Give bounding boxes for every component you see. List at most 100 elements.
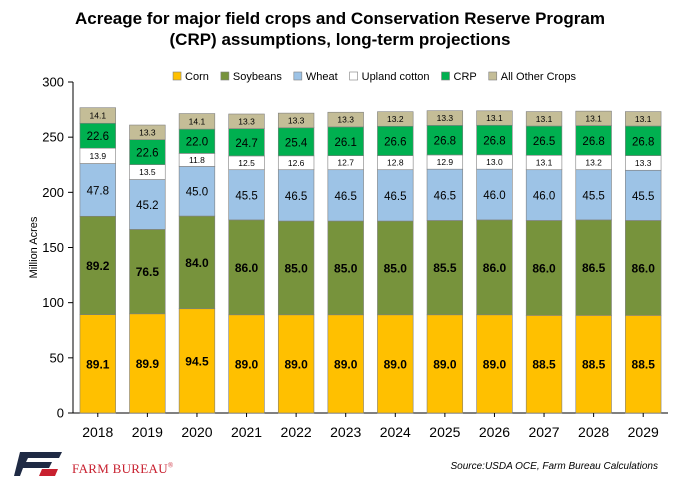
y-tick-label: 200: [42, 185, 64, 200]
bar-segment-5: [228, 113, 265, 129]
data-label: 89.0: [483, 357, 507, 371]
bar-segment-2: [575, 169, 612, 221]
data-label: 12.8: [387, 158, 404, 168]
data-label: 26.5: [533, 136, 555, 148]
data-label: 94.5: [185, 354, 209, 368]
bar-segment-4: [327, 126, 364, 157]
x-tick-label: 2023: [330, 424, 361, 440]
legend-swatch: [172, 71, 182, 81]
data-label: 89.2: [86, 259, 110, 273]
data-label: 22.6: [87, 131, 109, 143]
source-note: Source:USDA OCE, Farm Bureau Calculation…: [450, 461, 659, 472]
legend-swatch: [441, 71, 450, 81]
data-label: 26.8: [434, 136, 456, 148]
data-label: 13.1: [585, 113, 602, 123]
y-tick-label: 50: [50, 350, 64, 365]
data-label: 13.2: [585, 157, 602, 167]
brand-registered-mark: ®: [167, 461, 174, 470]
bar-segment-5: [277, 112, 315, 129]
bar-segment-5: [525, 111, 563, 127]
bar-segment-1: [277, 220, 315, 316]
chart-title: Acreage for major field crops and Conser…: [0, 8, 680, 50]
y-tick-label: 250: [42, 130, 64, 145]
bar-segment-2: [129, 179, 166, 230]
data-label: 26.6: [384, 136, 406, 148]
bar-segment-4: [625, 125, 662, 156]
bar-segment-1: [476, 219, 513, 316]
data-label: 26.8: [632, 136, 654, 148]
data-label: 86.0: [532, 261, 556, 275]
bar-segment-1: [178, 215, 216, 310]
data-label: 89.1: [86, 357, 110, 371]
bar-segment-2: [476, 168, 513, 221]
bar-segment-0: [377, 314, 414, 414]
data-label: 26.8: [483, 136, 505, 148]
data-label: 46.5: [285, 191, 307, 203]
y-axis-title: Million Acres: [28, 216, 40, 278]
y-tick-label: 0: [57, 406, 64, 421]
data-label: 12.9: [437, 157, 454, 167]
legend-swatch: [220, 71, 230, 81]
data-label: 12.7: [337, 158, 354, 168]
data-label: 86.0: [483, 261, 507, 275]
data-label: 46.5: [335, 191, 357, 203]
bar-segment-4: [476, 124, 513, 156]
data-label: 76.5: [136, 265, 160, 279]
x-tick-label: 2027: [528, 424, 559, 440]
bar-segment-5: [377, 111, 414, 127]
bar-segment-2: [178, 166, 216, 217]
legend-label: Upland cotton: [362, 71, 430, 83]
data-label: 89.0: [284, 357, 308, 371]
bar-segment-4: [277, 127, 315, 157]
x-tick-label: 2021: [231, 424, 262, 440]
data-label: 13.9: [90, 151, 107, 161]
bar-segment-0: [277, 314, 315, 414]
legend-label: Soybeans: [233, 71, 282, 83]
bar-segment-5: [426, 110, 464, 126]
bar-segment-4: [377, 125, 414, 156]
bar-segment-5: [575, 110, 612, 126]
x-tick-label: 2018: [82, 424, 113, 440]
data-label: 14.1: [189, 116, 206, 126]
data-label: 13.5: [139, 167, 156, 177]
bar-segment-0: [625, 315, 662, 414]
legend-label: Wheat: [306, 71, 338, 83]
bar-segment-2: [277, 169, 315, 222]
y-tick-label: 300: [42, 75, 64, 90]
data-label: 45.5: [235, 190, 257, 202]
data-label: 25.4: [285, 137, 308, 149]
data-label: 88.5: [632, 358, 656, 372]
y-tick-label: 100: [42, 295, 64, 310]
data-label: 46.0: [533, 191, 555, 203]
data-label: 45.5: [632, 191, 654, 203]
bar-segment-5: [476, 110, 513, 126]
data-label: 88.5: [582, 358, 606, 372]
bar-segment-4: [129, 139, 166, 165]
bar-segment-1: [79, 215, 116, 315]
y-tick-label: 150: [42, 240, 64, 255]
bar-segment-1: [625, 220, 662, 316]
bar-segment-4: [79, 122, 116, 149]
bar-segment-5: [178, 113, 216, 130]
data-label: 86.0: [235, 261, 259, 275]
data-label: 13.3: [288, 115, 305, 125]
data-label: 89.0: [433, 357, 457, 371]
data-label: 13.2: [387, 114, 404, 124]
data-label: 88.5: [532, 358, 556, 372]
farm-bureau-wordmark: FARM BUREAU®: [72, 461, 174, 477]
legend-label: CRP: [454, 71, 477, 83]
data-label: 13.3: [437, 113, 454, 123]
bar-segment-5: [79, 107, 116, 124]
bar-segment-4: [575, 125, 612, 156]
bar-segment-2: [228, 169, 265, 221]
bar-segment-5: [327, 111, 364, 128]
data-label: 22.6: [136, 148, 158, 160]
data-label: 46.0: [483, 190, 505, 202]
x-tick-label: 2025: [429, 424, 460, 440]
bar-segment-5: [625, 111, 662, 127]
data-label: 22.0: [186, 137, 208, 149]
data-label: 13.0: [486, 157, 503, 167]
bar-segment-0: [525, 315, 563, 414]
bar-segment-1: [525, 220, 563, 316]
bar-segment-4: [178, 128, 216, 154]
